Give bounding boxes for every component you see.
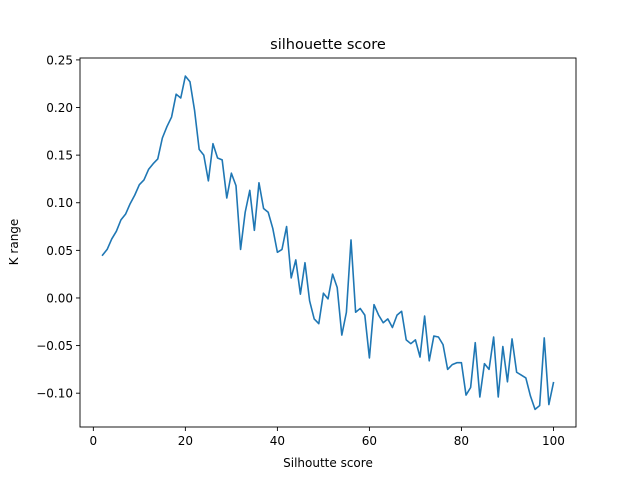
- x-tick-label: 60: [362, 434, 377, 448]
- x-axis-label: Silhoutte score: [283, 456, 373, 470]
- y-tick-label: 0.05: [46, 244, 73, 258]
- y-tick-label: 0.25: [46, 53, 73, 67]
- y-axis-label: K range: [7, 219, 21, 266]
- x-tick-label: 80: [454, 434, 469, 448]
- y-tick-label: 0.15: [46, 149, 73, 163]
- series-line: [101, 75, 555, 411]
- y-tick-label: −0.05: [36, 339, 73, 353]
- x-tick-label: 20: [178, 434, 193, 448]
- y-tick-label: −0.10: [36, 387, 73, 401]
- plot-frame: [79, 57, 577, 428]
- x-tick-label: 100: [542, 434, 565, 448]
- x-axis: 0 20 40 60 80 100: [90, 427, 565, 448]
- y-tick-label: 0.00: [46, 291, 73, 305]
- y-tick-label: 0.20: [46, 101, 73, 115]
- x-tick-label: 0: [90, 434, 98, 448]
- x-tick-label: 40: [270, 434, 285, 448]
- y-axis: −0.10 −0.05 0.00 0.05 0.10 0.15 0.20 0.25: [36, 53, 80, 401]
- chart-title: silhouette score: [270, 37, 386, 53]
- y-tick-label: 0.10: [46, 196, 73, 210]
